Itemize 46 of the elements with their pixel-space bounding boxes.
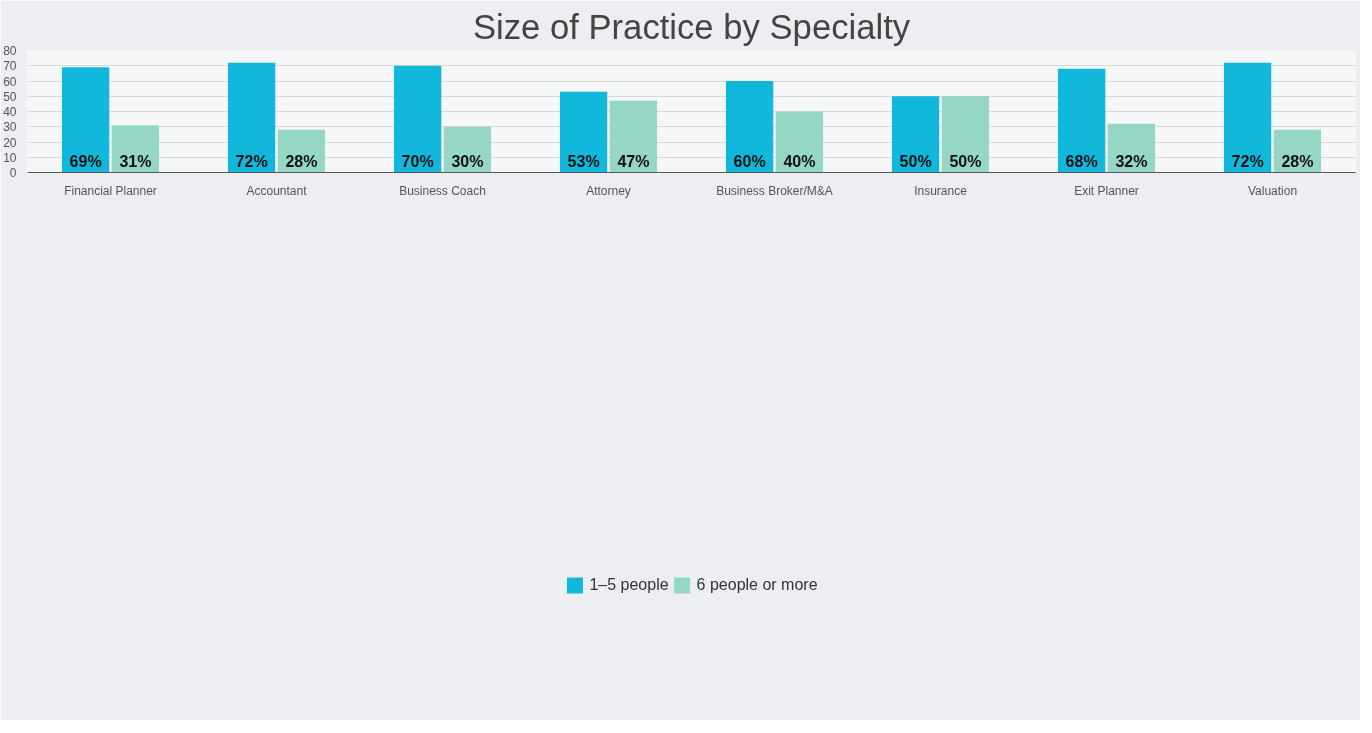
bar (941, 96, 990, 173)
data-label: 50% (949, 152, 982, 170)
y-tick-label: 50 (3, 89, 17, 104)
data-label: 69% (69, 152, 102, 170)
x-tick-label: Business Broker/M&A (716, 183, 833, 198)
y-tick-label: 20 (3, 135, 17, 150)
bar (1223, 62, 1272, 173)
bar (393, 65, 442, 173)
data-label: 50% (899, 152, 932, 170)
bar (725, 81, 774, 173)
data-label: 47% (617, 152, 650, 170)
data-label: 72% (1231, 152, 1264, 170)
data-label: 70% (401, 152, 434, 170)
bar (1057, 68, 1106, 173)
data-label: 30% (451, 152, 484, 170)
data-label: 40% (783, 152, 816, 170)
data-label: 68% (1065, 152, 1098, 170)
bar (559, 91, 608, 173)
y-tick-label: 30 (3, 120, 17, 135)
y-tick-label: 0 (9, 166, 17, 180)
data-label: 32% (1115, 152, 1148, 170)
chart-title: Size of Practice by Specialty (472, 7, 911, 46)
y-tick-label: 10 (3, 150, 17, 165)
data-label: 72% (235, 152, 268, 170)
x-tick-label: Business Coach (399, 183, 486, 198)
legend-label: 6 people or more (696, 576, 818, 594)
x-tick-label: Financial Planner (64, 183, 157, 198)
legend-label: 1–5 people (589, 576, 669, 594)
data-label: 31% (119, 152, 152, 170)
x-tick-label: Exit Planner (1074, 183, 1139, 198)
bar (891, 96, 940, 173)
data-label: 53% (567, 152, 600, 170)
x-tick-label: Attorney (586, 183, 631, 198)
x-tick-label: Insurance (914, 183, 968, 198)
x-tick-label: Accountant (246, 183, 308, 198)
bar (609, 100, 658, 173)
data-label: 60% (733, 152, 766, 170)
bar (227, 62, 276, 173)
y-tick-label: 40 (3, 105, 17, 119)
data-label: 28% (285, 152, 318, 170)
y-tick-label: 80 (3, 44, 17, 58)
data-label: 28% (1281, 152, 1314, 170)
x-tick-label: Valuation (1247, 183, 1298, 198)
y-tick-label: 70 (3, 59, 17, 74)
bar (61, 67, 110, 173)
y-tick-label: 60 (3, 74, 17, 89)
